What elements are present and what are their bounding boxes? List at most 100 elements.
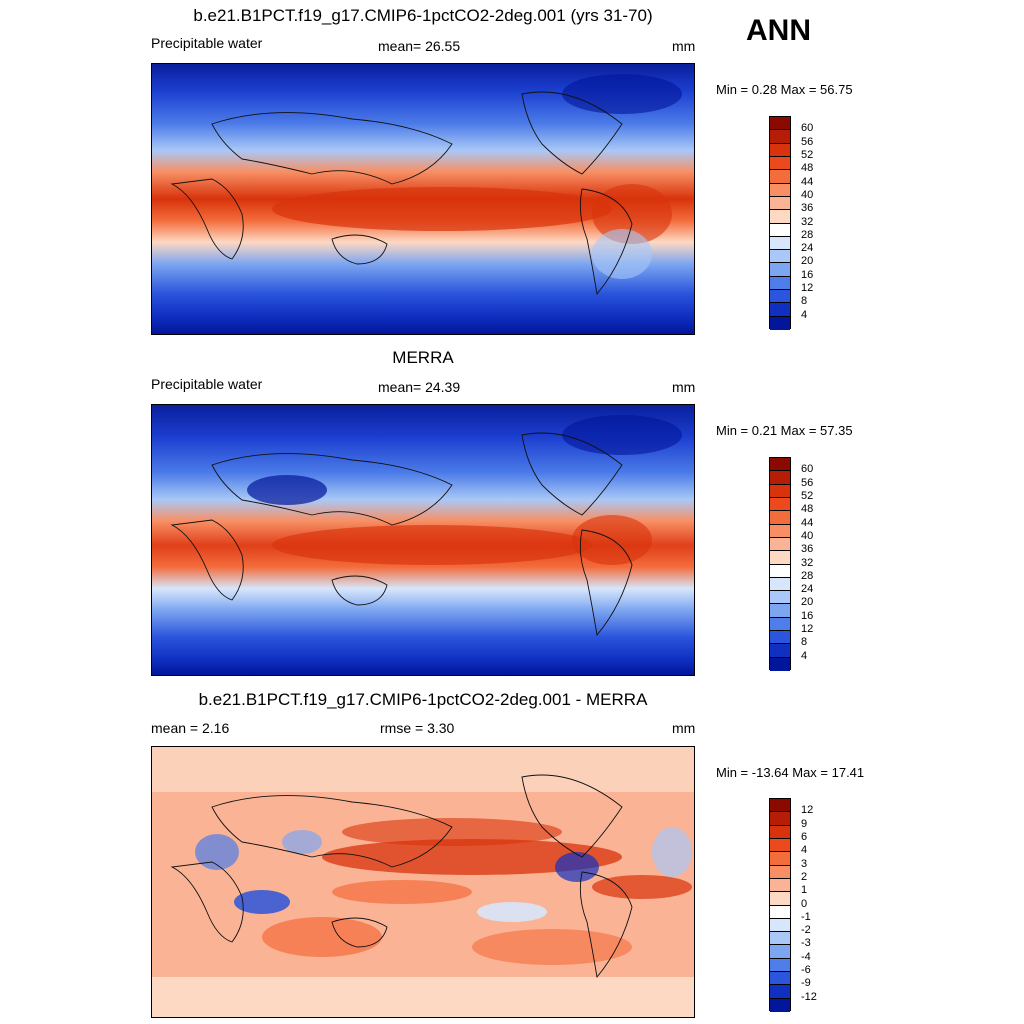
colorbar-tick-label: 60 — [801, 463, 814, 476]
colorbar-swatch — [770, 316, 790, 330]
colorbar-tick-label: 36 — [801, 543, 814, 556]
colorbar-tick-label: 4 — [801, 649, 808, 662]
colorbar-swatch — [770, 617, 790, 632]
colorbar-swatch — [770, 892, 790, 906]
colorbar-swatch — [770, 852, 790, 866]
colorbar-swatch — [770, 972, 790, 986]
colorbar-tick-label: -1 — [801, 910, 811, 923]
colorbar-swatch — [770, 577, 790, 592]
colorbar-tick-label: 4 — [801, 844, 808, 857]
panel-1-variable-label: Precipitable water — [151, 35, 263, 51]
colorbar-swatch — [770, 276, 790, 291]
colorbar-tick-label: -2 — [801, 924, 811, 937]
colorbar-swatch — [770, 644, 790, 658]
colorbar-tick-label: 24 — [801, 583, 814, 596]
colorbar-tick-label: -3 — [801, 937, 811, 950]
colorbar-tick-label: 52 — [801, 489, 814, 502]
colorbar-tick-label: 48 — [801, 162, 814, 175]
colorbar-tick-label: -12 — [801, 990, 817, 1003]
panel-2-units: mm — [672, 379, 696, 395]
colorbar-tick-label: 16 — [801, 609, 814, 622]
colorbar-swatch — [770, 210, 790, 224]
colorbar-tick-label: 8 — [801, 295, 808, 308]
colorbar-swatch — [770, 812, 790, 826]
colorbar-swatch — [770, 170, 790, 184]
colorbar-swatch — [770, 223, 790, 237]
panel-3-colorbar — [769, 798, 791, 1012]
colorbar-swatch — [770, 945, 790, 959]
colorbar-tick-label: 44 — [801, 175, 814, 188]
colorbar-swatch — [770, 657, 790, 671]
colorbar-tick-label: 9 — [801, 817, 808, 830]
colorbar-swatch — [770, 958, 790, 973]
colorbar-tick-label: 8 — [801, 636, 808, 649]
panel-2-title: MERRA — [392, 348, 454, 367]
panel-3-title: b.e21.B1PCT.f19_g17.CMIP6-1pctCO2-2deg.0… — [198, 690, 648, 709]
colorbar-tick-label: 60 — [801, 122, 814, 135]
colorbar-tick-label: 32 — [801, 556, 814, 569]
panel-2-map — [151, 404, 695, 676]
colorbar-swatch — [770, 564, 790, 578]
colorbar-tick-label: 44 — [801, 516, 814, 529]
colorbar-swatch — [770, 604, 790, 618]
colorbar-swatch — [770, 290, 790, 304]
colorbar-swatch — [770, 551, 790, 565]
colorbar-tick-label: 36 — [801, 202, 814, 215]
panel-3-units: mm — [672, 720, 696, 736]
colorbar-swatch — [770, 511, 790, 525]
colorbar-swatch — [770, 631, 790, 645]
colorbar-swatch — [770, 998, 790, 1012]
colorbar-swatch — [770, 905, 790, 919]
colorbar-tick-label: 16 — [801, 268, 814, 281]
colorbar-swatch — [770, 263, 790, 277]
colorbar-tick-label: 32 — [801, 215, 814, 228]
colorbar-swatch — [770, 156, 790, 171]
colorbar-tick-label: -9 — [801, 977, 811, 990]
colorbar-swatch — [770, 878, 790, 893]
panel-1-title: b.e21.B1PCT.f19_g17.CMIP6-1pctCO2-2deg.0… — [193, 6, 653, 25]
colorbar-swatch — [770, 497, 790, 512]
colorbar-swatch — [770, 932, 790, 946]
colorbar-swatch — [770, 918, 790, 933]
colorbar-swatch — [770, 303, 790, 317]
colorbar-tick-label: 12 — [801, 623, 814, 636]
colorbar-tick-label: 12 — [801, 804, 814, 817]
colorbar-tick-label: 28 — [801, 228, 814, 241]
colorbar-tick-label: 40 — [801, 188, 814, 201]
colorbar-tick-label: 20 — [801, 596, 814, 609]
colorbar-swatch — [770, 838, 790, 853]
colorbar-swatch — [770, 236, 790, 251]
colorbar-tick-label: 4 — [801, 308, 808, 321]
colorbar-tick-label: -4 — [801, 950, 811, 963]
colorbar-swatch — [770, 985, 790, 999]
panel-3-rmse-label: rmse = 3.30 — [380, 720, 455, 736]
colorbar-swatch — [770, 458, 790, 472]
colorbar-swatch — [770, 524, 790, 538]
colorbar-swatch — [770, 143, 790, 157]
panel-2-colorbar — [769, 457, 791, 671]
colorbar-swatch — [770, 471, 790, 485]
colorbar-tick-label: 3 — [801, 857, 808, 870]
colorbar-tick-label: 1 — [801, 884, 808, 897]
colorbar-tick-label: 12 — [801, 282, 814, 295]
colorbar-tick-label: 20 — [801, 255, 814, 268]
colorbar-tick-label: 24 — [801, 242, 814, 255]
colorbar-tick-label: 28 — [801, 569, 814, 582]
panel-2-variable-label: Precipitable water — [151, 376, 263, 392]
panel-1-minmax: Min = 0.28 Max = 56.75 — [716, 82, 853, 97]
colorbar-tick-label: 56 — [801, 476, 814, 489]
panel-1-mean-label: mean= 26.55 — [378, 38, 461, 54]
colorbar-swatch — [770, 537, 790, 552]
season-label: ANN — [746, 14, 811, 47]
panel-1-map — [151, 63, 695, 335]
colorbar-tick-label: 52 — [801, 148, 814, 161]
colorbar-swatch — [770, 117, 790, 131]
colorbar-tick-label: -6 — [801, 964, 811, 977]
panel-3-minmax: Min = -13.64 Max = 17.41 — [716, 765, 865, 780]
panel-2-mean-label: mean= 24.39 — [378, 379, 461, 395]
colorbar-swatch — [770, 484, 790, 498]
colorbar-swatch — [770, 130, 790, 144]
panel-2-minmax: Min = 0.21 Max = 57.35 — [716, 423, 853, 438]
colorbar-swatch — [770, 183, 790, 197]
colorbar-tick-label: 2 — [801, 870, 808, 883]
